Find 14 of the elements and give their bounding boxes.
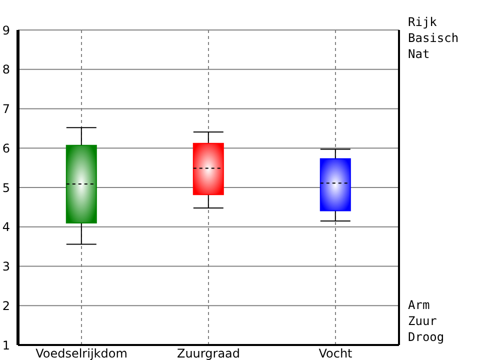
x-tick-label: Voedselrijkdom <box>36 346 128 360</box>
text: Rijk Basisch Nat <box>408 15 459 61</box>
text: Arm Zuur Droog <box>408 298 444 344</box>
y-tick-label: 9 <box>2 23 10 38</box>
x-tick-label: Vocht <box>318 346 353 360</box>
y-tick-label: 1 <box>2 338 10 352</box>
y-tick-label: 3 <box>2 260 10 274</box>
y-tick-label: 2 <box>2 298 10 313</box>
y-tick-label: 5 <box>2 180 10 195</box>
y-tick-label: 7 <box>2 102 10 116</box>
y-tick-label: 8 <box>2 62 10 77</box>
y-tick-label: 6 <box>2 141 10 156</box>
y-tick-label: 4 <box>2 220 10 234</box>
x-tick-label: Zuurgraad <box>176 346 240 360</box>
